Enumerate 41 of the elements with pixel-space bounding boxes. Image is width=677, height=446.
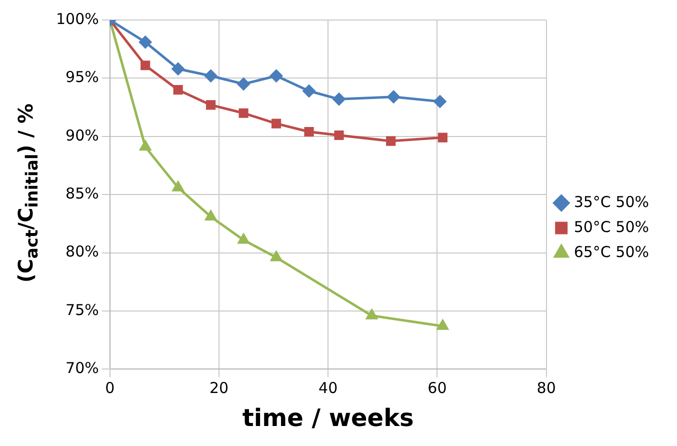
legend-label: 35°C 50% <box>574 192 650 211</box>
point <box>140 140 151 151</box>
point <box>434 95 446 108</box>
y-tick-label: 90% <box>66 126 99 144</box>
point <box>437 320 448 330</box>
point <box>271 118 282 128</box>
point <box>386 136 396 146</box>
y-tick-label: 85% <box>66 184 99 202</box>
y-tick-label: 70% <box>66 359 99 378</box>
point <box>238 234 250 244</box>
point <box>270 70 283 82</box>
point <box>172 181 184 192</box>
point <box>334 130 344 140</box>
x-tick-label: 60 <box>428 379 447 398</box>
x-tick-label: 80 <box>536 379 556 398</box>
y-tick-label: 100% <box>56 10 99 28</box>
point <box>438 132 448 142</box>
point <box>172 62 184 76</box>
point <box>139 36 152 48</box>
point <box>332 92 346 106</box>
point <box>366 309 378 320</box>
x-tick-label: 0 <box>105 379 115 398</box>
point <box>205 210 216 220</box>
y-tick-label: 75% <box>66 300 99 319</box>
point <box>304 126 314 137</box>
point <box>237 78 250 90</box>
point <box>270 251 282 262</box>
y-tick-label: 80% <box>66 242 99 261</box>
x-axis-title: time / weeks <box>242 404 414 432</box>
x-tick-label: 20 <box>209 379 229 398</box>
point <box>206 100 216 110</box>
point <box>387 90 400 104</box>
legend-label: 65°C 50% <box>574 242 650 261</box>
point <box>140 60 150 70</box>
point <box>204 70 218 82</box>
point <box>302 84 316 98</box>
point <box>238 108 248 118</box>
x-tick-label: 40 <box>318 379 338 398</box>
point <box>173 85 183 95</box>
legend-label: 50°C 50% <box>574 218 650 236</box>
y-tick-label: 95% <box>66 68 99 86</box>
